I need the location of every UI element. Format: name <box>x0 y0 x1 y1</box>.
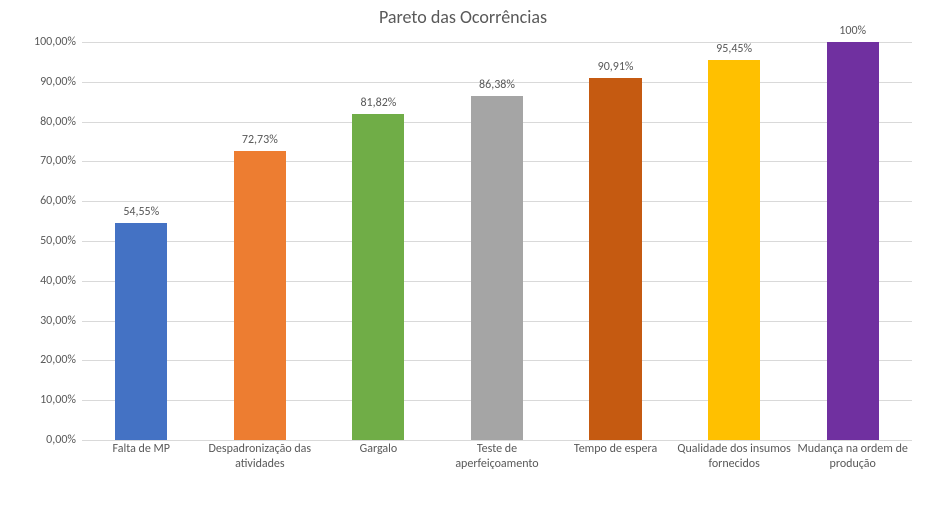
y-tick-label: 90,00% <box>6 75 76 89</box>
y-tick-label: 60,00% <box>6 194 76 208</box>
bar: 54,55% <box>115 223 167 440</box>
bar-value-label: 81,82% <box>352 96 404 110</box>
x-axis-labels: Falta de MPDespadronização das atividade… <box>82 442 912 502</box>
bar-value-label: 54,55% <box>115 205 167 219</box>
x-tick-label: Qualidade dos insumos fornecidos <box>675 442 794 472</box>
x-tick-label: Teste de aperfeiçoamento <box>438 442 557 472</box>
bar-value-label: 100% <box>827 24 879 38</box>
bar-value-label: 95,45% <box>708 42 760 56</box>
x-tick-label: Mudança na ordem de produção <box>793 442 912 472</box>
bar: 90,91% <box>589 78 641 440</box>
y-tick-label: 30,00% <box>6 314 76 328</box>
gridline <box>82 42 912 43</box>
y-tick-label: 70,00% <box>6 154 76 168</box>
chart-title: Pareto das Ocorrências <box>0 6 926 28</box>
pareto-chart: Pareto das Ocorrências 54,55% 72,73% 81,82… <box>0 0 926 511</box>
x-tick-label: Gargalo <box>319 442 438 457</box>
bar: 100% <box>827 42 879 440</box>
bar: 95,45% <box>708 60 760 440</box>
x-tick-label: Falta de MP <box>82 442 201 457</box>
x-tick-label: Tempo de espera <box>556 442 675 457</box>
bar-value-label: 72,73% <box>234 133 286 147</box>
x-tick-label: Despadronização das atividades <box>201 442 320 472</box>
y-tick-label: 20,00% <box>6 353 76 367</box>
y-tick-label: 100,00% <box>6 35 76 49</box>
y-tick-label: 40,00% <box>6 274 76 288</box>
gridline <box>82 440 912 441</box>
bar-value-label: 86,38% <box>471 78 523 92</box>
bar: 81,82% <box>352 114 404 440</box>
plot-area: 54,55% 72,73% 81,82% 86,38% 90,91% 95,45% 100% <box>82 42 912 441</box>
y-tick-label: 80,00% <box>6 115 76 129</box>
y-tick-label: 50,00% <box>6 234 76 248</box>
y-tick-label: 0,00% <box>6 433 76 447</box>
y-tick-label: 10,00% <box>6 393 76 407</box>
bar: 86,38% <box>471 96 523 440</box>
bar: 72,73% <box>234 151 286 440</box>
bar-value-label: 90,91% <box>589 60 641 74</box>
